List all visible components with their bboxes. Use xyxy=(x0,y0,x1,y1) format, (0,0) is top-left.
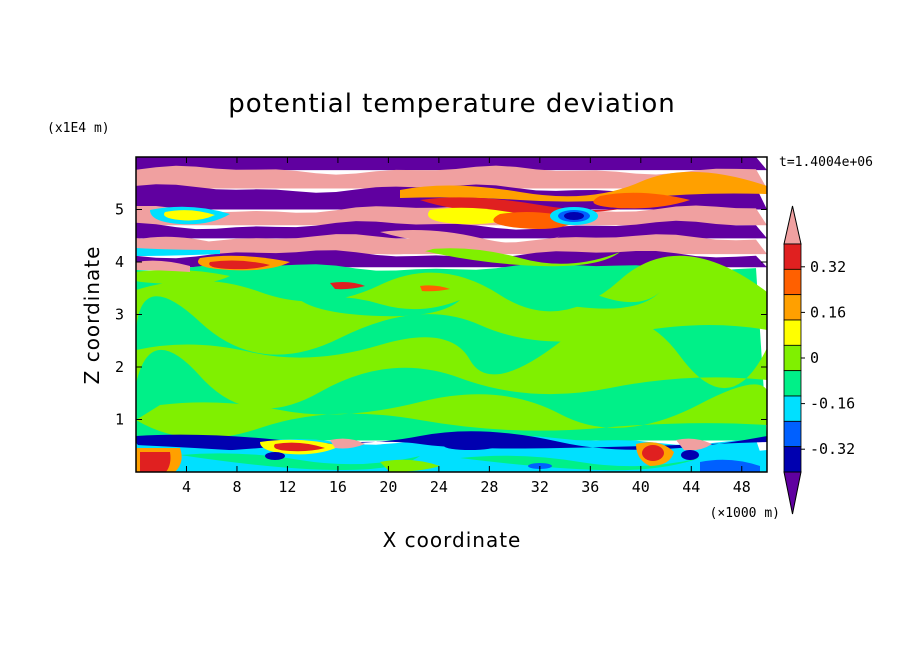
contour-band xyxy=(136,250,767,268)
y-axis-unit: (x1E4 m) xyxy=(47,121,110,136)
colorbar-swatch xyxy=(783,395,802,422)
colorbar-extend-min xyxy=(783,471,802,515)
y-tick-label: 3 xyxy=(115,306,124,324)
colorbar-swatch xyxy=(783,243,802,270)
colorbar-swatch xyxy=(783,420,802,448)
colorbar-swatch xyxy=(783,319,802,346)
x-tick-label: 16 xyxy=(329,478,347,496)
colorbar-extend-max xyxy=(783,205,802,245)
y-axis-label: Z coordinate xyxy=(80,246,104,385)
contour-band xyxy=(136,157,767,171)
x-tick-label: 28 xyxy=(480,478,498,496)
y-axis-ticks: 1 2 3 4 5 xyxy=(115,201,767,429)
x-tick-label: 44 xyxy=(682,478,700,496)
colorbar-swatch xyxy=(783,294,802,321)
colorbar-swatch xyxy=(783,370,802,397)
x-tick-label: 4 xyxy=(182,478,191,496)
colorbar-tick-label: -0.32 xyxy=(810,440,855,458)
contour-band xyxy=(136,165,767,189)
x-tick-label: 32 xyxy=(531,478,549,496)
x-tick-label: 36 xyxy=(581,478,599,496)
x-tick-label: 12 xyxy=(278,478,296,496)
contour-band xyxy=(136,220,767,239)
contour-field xyxy=(136,157,767,472)
colorbar-tick-label: -0.16 xyxy=(810,395,855,413)
y-tick-label: 4 xyxy=(115,253,124,271)
x-axis-label: X coordinate xyxy=(383,528,522,552)
x-tick-label: 20 xyxy=(379,478,397,496)
colorbar-swatch xyxy=(783,344,802,372)
y-tick-label: 2 xyxy=(115,358,124,376)
x-tick-label: 48 xyxy=(733,478,751,496)
x-axis-unit: (×1000 m) xyxy=(710,506,780,521)
x-tick-label: 8 xyxy=(232,478,241,496)
y-tick-label: 1 xyxy=(115,411,124,429)
colorbar-swatch xyxy=(783,446,802,473)
x-tick-label: 40 xyxy=(632,478,650,496)
time-label: t=1.4004e+06 xyxy=(779,155,873,170)
x-tick-label: 24 xyxy=(430,478,448,496)
x-axis-ticks: 4 8 12 16 20 24 28 32 36 40 44 48 xyxy=(182,157,751,496)
colorbar-tick-label: 0 xyxy=(810,349,819,367)
chart-title: potential temperature deviation xyxy=(228,89,675,119)
colorbar-swatch xyxy=(783,268,802,296)
y-tick-label: 5 xyxy=(115,201,124,219)
colorbar-tick-label: 0.32 xyxy=(810,258,846,276)
colorbar: 0.32 0.16 0 -0.16 -0.32 xyxy=(783,205,855,515)
colorbar-tick-label: 0.16 xyxy=(810,303,846,321)
contour-detail xyxy=(136,171,767,472)
